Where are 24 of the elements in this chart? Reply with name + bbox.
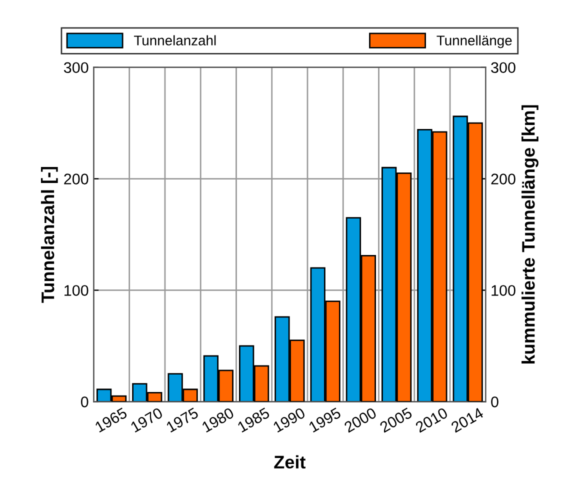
- y2-tick-label: 100: [492, 285, 516, 296]
- x-tick-label: 1965: [94, 407, 128, 433]
- y-tick-label: 100: [64, 285, 88, 296]
- y2-tick-label: 300: [491, 62, 516, 74]
- x-tick-label: 1975: [166, 407, 200, 433]
- legend-label: Tunnellänge: [436, 35, 512, 48]
- x-tick-label: 2010: [414, 407, 448, 433]
- y-tick-label: 300: [64, 62, 88, 74]
- x-tick-label: 2014: [450, 407, 484, 433]
- y2-tick-label: 200: [491, 174, 516, 184]
- y2-tick-label: 0: [491, 396, 498, 408]
- y-tick-label: 200: [64, 174, 88, 184]
- y-tick-label: 0: [80, 396, 88, 408]
- legend-label: Tunnelanzahl: [134, 35, 216, 46]
- y-axis-title: Tunnelanzahl [-]: [40, 166, 58, 303]
- x-axis-title: Zeit: [274, 455, 306, 469]
- x-tick-label: 1995: [308, 407, 342, 433]
- x-tick-label: 1990: [272, 407, 306, 433]
- x-tick-label: 2005: [379, 407, 413, 433]
- x-tick-label: 1980: [201, 407, 235, 433]
- x-tick-label: 2000: [344, 407, 378, 433]
- y2-axis-title: kummulierte Tunnellänge [km]: [522, 105, 538, 364]
- x-tick-label: 1985: [236, 407, 270, 433]
- x-tick-label: 1970: [130, 407, 164, 433]
